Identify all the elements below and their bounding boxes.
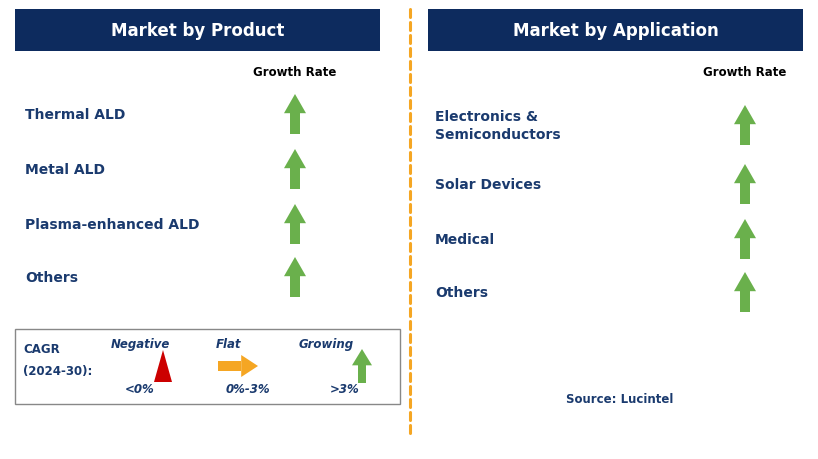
Text: Thermal ALD: Thermal ALD bbox=[25, 108, 125, 122]
Polygon shape bbox=[352, 349, 372, 365]
Text: Solar Devices: Solar Devices bbox=[435, 178, 542, 191]
Bar bbox=[740, 125, 749, 146]
Text: Market by Application: Market by Application bbox=[513, 22, 718, 40]
Bar bbox=[290, 277, 299, 297]
Text: Growth Rate: Growth Rate bbox=[703, 65, 787, 78]
Text: Flat: Flat bbox=[215, 338, 240, 351]
Text: Source: Lucintel: Source: Lucintel bbox=[566, 392, 674, 406]
Bar bbox=[218, 361, 241, 371]
Text: Semiconductors: Semiconductors bbox=[435, 128, 560, 142]
Text: Medical: Medical bbox=[435, 233, 495, 246]
Polygon shape bbox=[284, 257, 306, 277]
Text: 0%-3%: 0%-3% bbox=[226, 383, 270, 396]
Text: Negative: Negative bbox=[110, 338, 169, 351]
Text: Growing: Growing bbox=[299, 338, 353, 351]
Polygon shape bbox=[284, 95, 306, 114]
Text: CAGR: CAGR bbox=[23, 343, 60, 356]
Polygon shape bbox=[734, 219, 756, 239]
Text: (2024-30):: (2024-30): bbox=[23, 365, 92, 378]
Text: Plasma-enhanced ALD: Plasma-enhanced ALD bbox=[25, 218, 200, 231]
Polygon shape bbox=[241, 355, 258, 377]
Polygon shape bbox=[284, 205, 306, 224]
Text: >3%: >3% bbox=[330, 383, 360, 396]
Polygon shape bbox=[734, 165, 756, 184]
Bar bbox=[428, 10, 803, 52]
Bar bbox=[160, 365, 167, 382]
Bar bbox=[357, 365, 366, 383]
Polygon shape bbox=[154, 350, 172, 382]
Text: Others: Others bbox=[25, 270, 78, 285]
Polygon shape bbox=[734, 272, 756, 291]
Bar bbox=[15, 329, 400, 404]
Text: Growth Rate: Growth Rate bbox=[254, 65, 337, 78]
Text: Metal ALD: Metal ALD bbox=[25, 162, 105, 177]
Polygon shape bbox=[734, 106, 756, 125]
Bar bbox=[740, 239, 749, 259]
Bar bbox=[15, 10, 380, 52]
Text: <0%: <0% bbox=[125, 383, 155, 396]
Bar bbox=[290, 224, 299, 245]
Text: Electronics &: Electronics & bbox=[435, 110, 538, 124]
Bar bbox=[290, 114, 299, 134]
Text: Others: Others bbox=[435, 285, 488, 299]
Polygon shape bbox=[284, 150, 306, 169]
Bar bbox=[290, 169, 299, 190]
Bar bbox=[740, 184, 749, 205]
Text: Market by Product: Market by Product bbox=[110, 22, 284, 40]
Bar bbox=[740, 291, 749, 312]
